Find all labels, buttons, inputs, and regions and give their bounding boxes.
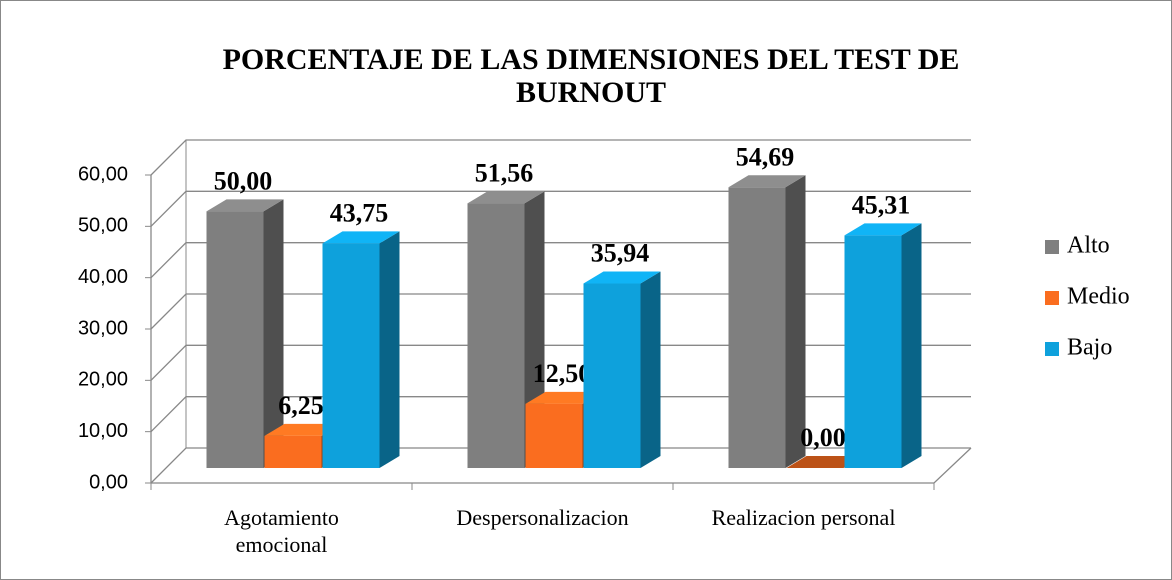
y-tick-label: 60,00: [78, 163, 128, 185]
value-label: 6,25: [278, 391, 324, 420]
bar-side: [263, 199, 284, 469]
bar: [583, 283, 641, 468]
bar: [322, 243, 380, 468]
chart-title: PORCENTAJE DE LAS DIMENSIONES DEL TEST D…: [222, 43, 960, 109]
x-tick-label: Despersonalizacion: [456, 505, 629, 530]
bar-top: [844, 223, 922, 236]
value-label: 51,56: [475, 158, 534, 187]
y-tick-label: 0,00: [89, 471, 128, 493]
legend-label: Alto: [1067, 233, 1110, 259]
bar: [206, 211, 264, 469]
value-label: 45,31: [852, 190, 911, 219]
grid-line: [150, 396, 971, 433]
bar: [525, 403, 583, 468]
bar-top: [728, 175, 806, 188]
grid-line: [150, 190, 971, 227]
value-label: 54,69: [736, 142, 795, 171]
grid-line: [150, 139, 971, 176]
grid-line: [150, 344, 971, 381]
bar-top: [264, 423, 342, 436]
y-tick-label: 50,00: [78, 215, 128, 237]
bar-top: [786, 456, 864, 468]
y-tick-label: 30,00: [78, 317, 128, 339]
bar: [844, 235, 902, 468]
bar-top: [583, 271, 661, 284]
bar-top: [525, 391, 603, 404]
legend-label: Medio: [1067, 284, 1130, 310]
bar: [264, 435, 322, 468]
x-tick-label: Agotamiento emocional: [224, 505, 339, 557]
grid-line: [150, 293, 971, 330]
legend-swatch: [1045, 342, 1059, 356]
value-label: 50,00: [214, 166, 273, 195]
legend-label: Bajo: [1067, 335, 1112, 361]
grid-line: [150, 447, 971, 484]
bar-top: [206, 199, 284, 212]
bar-side: [785, 175, 806, 468]
legend-swatch: [1045, 291, 1059, 305]
value-label: 0,00: [800, 423, 846, 452]
x-tick-label: Realizacion personal: [711, 505, 896, 530]
value-label: 35,94: [591, 239, 650, 268]
bar-side: [901, 223, 922, 468]
y-tick-label: 20,00: [78, 369, 128, 391]
bar-top: [322, 231, 400, 244]
bar: [728, 187, 786, 468]
y-tick-label: 10,00: [78, 420, 128, 442]
bar-side: [379, 231, 400, 468]
value-label: 12,50: [533, 359, 592, 388]
value-label: 43,75: [330, 198, 389, 227]
y-tick-label: 40,00: [78, 266, 128, 288]
legend-swatch: [1045, 240, 1059, 254]
bar-side: [640, 271, 661, 468]
grid-line: [150, 242, 971, 279]
bar: [467, 203, 525, 469]
bar-top: [467, 191, 545, 204]
